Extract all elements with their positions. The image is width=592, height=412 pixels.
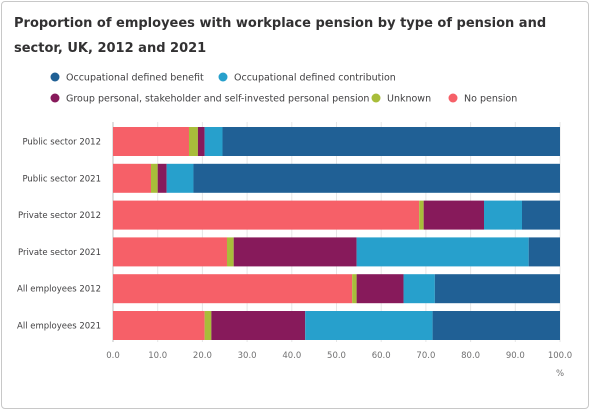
- x-tick-label: 50.0: [327, 351, 346, 361]
- x-tick-label: 0.0: [106, 351, 120, 361]
- x-tick-label: 100.0: [548, 351, 572, 361]
- bar-no-pension: [113, 200, 420, 230]
- bar-occupational-defined-benefit: [193, 163, 560, 193]
- bar-group-personal-stakeholder-and-self-invested-personal-pension: [157, 163, 167, 193]
- category-label: Public sector 2021: [22, 174, 101, 184]
- bar-occupational-defined-benefit: [432, 311, 560, 340]
- bar-no-pension: [113, 163, 151, 193]
- bar-no-pension: [113, 127, 189, 156]
- legend-label-no-pension: No pension: [464, 94, 517, 105]
- chart-title: Proportion of employees with workplace p…: [14, 16, 547, 56]
- bar-occupational-defined-contribution: [403, 274, 435, 304]
- x-tick-label: 80.0: [461, 351, 480, 361]
- bar-unknown: [188, 127, 198, 156]
- legend-label-unknown: Unknown: [387, 94, 431, 105]
- bar-unknown: [226, 237, 234, 267]
- bar-occupational-defined-benefit: [528, 237, 560, 267]
- bar-group-personal-stakeholder-and-self-invested-personal-pension: [211, 311, 306, 340]
- legend-swatch-group-personal-stakeholder-and-self-invested-personal-pension: [50, 93, 60, 103]
- x-tick-label: 10.0: [148, 351, 167, 361]
- category-label: Private sector 2021: [18, 248, 101, 258]
- bar-unknown: [150, 163, 158, 193]
- bar-occupational-defined-contribution: [356, 237, 529, 267]
- bar-occupational-defined-benefit: [522, 200, 560, 230]
- legend-swatch-no-pension: [448, 93, 458, 103]
- x-tick-label: 20.0: [193, 351, 212, 361]
- bar-occupational-defined-benefit: [434, 274, 560, 304]
- bar-no-pension: [113, 274, 353, 304]
- legend-label-occupational-defined-contribution: Occupational defined contribution: [234, 73, 396, 84]
- bar-occupational-defined-contribution: [166, 163, 194, 193]
- category-label: All employees 2021: [17, 322, 101, 332]
- bar-no-pension: [113, 311, 205, 340]
- x-tick-label: 90.0: [506, 351, 525, 361]
- bar-unknown: [352, 274, 357, 304]
- category-label: Private sector 2012: [18, 211, 101, 221]
- x-tick-label: 70.0: [416, 351, 435, 361]
- bar-unknown: [419, 200, 424, 230]
- bar-group-personal-stakeholder-and-self-invested-personal-pension: [197, 127, 205, 156]
- category-label: Public sector 2012: [22, 138, 101, 148]
- bar-group-personal-stakeholder-and-self-invested-personal-pension: [356, 274, 404, 304]
- category-label: All employees 2012: [17, 285, 101, 295]
- legend-swatch-occupational-defined-benefit: [50, 72, 60, 82]
- legend-swatch-unknown: [371, 93, 381, 103]
- bar-occupational-defined-contribution: [484, 200, 523, 230]
- legend-label-occupational-defined-benefit: Occupational defined benefit: [66, 73, 204, 84]
- x-tick-label: 40.0: [282, 351, 301, 361]
- bar-occupational-defined-contribution: [305, 311, 433, 340]
- legend-swatch-occupational-defined-contribution: [218, 72, 228, 82]
- bar-occupational-defined-contribution: [204, 127, 223, 156]
- bar-group-personal-stakeholder-and-self-invested-personal-pension: [423, 200, 485, 230]
- bar-group-personal-stakeholder-and-self-invested-personal-pension: [233, 237, 357, 267]
- bar-occupational-defined-benefit: [222, 127, 560, 156]
- legend-label-group-personal-stakeholder-and-self-invested-personal-pension: Group personal, stakeholder and self-inv…: [66, 94, 369, 105]
- bar-no-pension: [113, 237, 227, 267]
- x-axis-unit-label: %: [556, 369, 564, 379]
- x-tick-label: 60.0: [372, 351, 391, 361]
- bar-unknown: [204, 311, 212, 340]
- x-tick-label: 30.0: [238, 351, 257, 361]
